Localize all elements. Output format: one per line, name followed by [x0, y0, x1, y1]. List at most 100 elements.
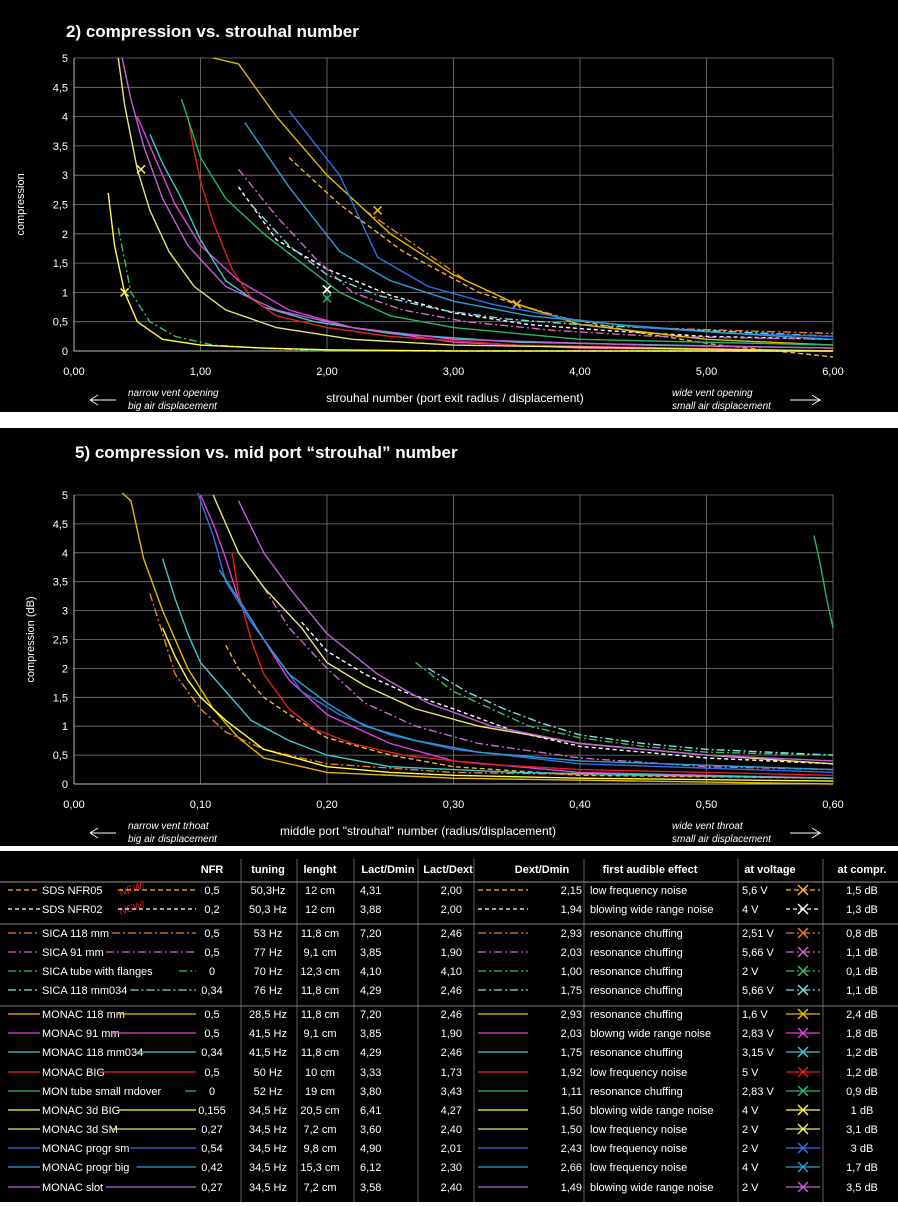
- y-axis-label: compression: [15, 173, 27, 235]
- cell-lact_dext: 1,73: [441, 1067, 462, 1079]
- cell-compr: 0,8 dB: [846, 928, 878, 940]
- x-axis-label: middle port "strouhal" number (radius/di…: [280, 824, 556, 838]
- x-tick-label: 0,20: [316, 799, 337, 811]
- series-line: [364, 209, 834, 335]
- cell-voltage: 1,6 V: [742, 1009, 768, 1021]
- chart-2: 0 0,5 1 1,5 2 2,5 3 3,5 4 4,5 5 0,00 0,10 0,20 0,30 0,4…: [25, 490, 844, 845]
- table-row: MONAC 91 mm 0,5 41,5 Hz 9,1 cm 3,85 1,90 2,03 b…: [8, 1027, 878, 1040]
- cell-lact_dext: 2,01: [441, 1143, 462, 1155]
- cell-voltage: 4 V: [742, 1105, 759, 1117]
- cell-dext_dmin: 2,93: [561, 1009, 582, 1021]
- chart-title: 5) compression vs. mid port “strouhal” n…: [75, 443, 458, 462]
- cell-voltage: 5 V: [742, 1067, 759, 1079]
- cell-tuning: 41,5 Hz: [249, 1028, 287, 1040]
- cell-nfr: 0,54: [201, 1143, 222, 1155]
- cell-effect: low frequency noise: [590, 1067, 687, 1079]
- cell-length: 12 cm: [305, 904, 335, 916]
- cell-nfr: 0,42: [201, 1162, 222, 1174]
- cell-effect: low frequency noise: [590, 1143, 687, 1155]
- table-row: MONAC progr big 0,42 34,5 Hz 15,3 cm 6,12 2,3…: [8, 1161, 878, 1174]
- series-name: MONAC 91 mm: [42, 1028, 120, 1040]
- y-tick-label: 4,5: [53, 519, 68, 531]
- y-tick-label: 1: [62, 721, 68, 733]
- legend-marker-icon: [797, 1085, 809, 1097]
- y-tick-label: 4: [62, 112, 68, 124]
- series-line: [149, 133, 834, 349]
- y-tick-label: 0: [62, 346, 68, 358]
- chart-1: 0 0,5 1 1,5 2 2,5 3 3,5 4 4,5 5 0,00 1,00 2,00 3,00 4,0…: [15, 53, 844, 412]
- data-table: NFR tuning lenght Lact/Dmin Lact/Dext Dext/Dm…: [0, 851, 898, 1202]
- cell-tuning: 34,5 Hz: [249, 1162, 287, 1174]
- arrow-right-icon: [790, 394, 822, 406]
- chart-panel-1: 2) compression vs. strouhal number 0 0,5 1…: [0, 0, 898, 412]
- annotation-right: small air displacement: [672, 401, 772, 412]
- cell-voltage: 2,83 V: [742, 1028, 774, 1040]
- annotation-left: narrow vent opening: [128, 388, 219, 399]
- cell-tuning: 41,5 Hz: [249, 1047, 287, 1059]
- table-header: tuning: [251, 864, 285, 876]
- cell-tuning: 76 Hz: [254, 985, 283, 997]
- series-group: [107, 57, 834, 358]
- cell-compr: 1,5 dB: [846, 885, 878, 897]
- cell-nfr: 0,5: [204, 1009, 219, 1021]
- x-tick-label: 0,60: [822, 799, 843, 811]
- x-tick-label: 0,00: [63, 366, 84, 378]
- cell-nfr: 0,34: [201, 1047, 222, 1059]
- cell-lact_dext: 2,40: [441, 1182, 462, 1194]
- table-row: MONAC progr sm 0,54 34,5 Hz 9,8 cm 4,90 2,01 2…: [8, 1142, 874, 1155]
- series-name: MONAC 118 mm034: [42, 1047, 143, 1059]
- data-point-marker: [322, 293, 332, 303]
- legend-marker-icon: [797, 1181, 809, 1193]
- table-row: MONAC 3d SM 0,27 34,5 Hz 7,2 cm 3,60 2,40 1,50…: [8, 1123, 878, 1136]
- cell-lact_dext: 2,00: [441, 904, 462, 916]
- cell-nfr: 0,5: [204, 1067, 219, 1079]
- cell-length: 12,3 cm: [300, 966, 339, 978]
- data-point-marker: [136, 164, 146, 174]
- cell-voltage: 3,15 V: [742, 1047, 774, 1059]
- y-tick-label: 0,5: [53, 317, 68, 329]
- cell-dext_dmin: 1,50: [561, 1124, 582, 1136]
- cell-compr: 3 dB: [851, 1143, 874, 1155]
- cell-lact_dmin: 3,60: [360, 1124, 381, 1136]
- cell-voltage: 2,83 V: [742, 1086, 774, 1098]
- cell-effect: resonance chuffing: [590, 928, 683, 940]
- cell-length: 12 cm: [305, 885, 335, 897]
- cell-lact_dext: 2,00: [441, 885, 462, 897]
- cell-compr: 0,1 dB: [846, 966, 878, 978]
- cell-voltage: 4 V: [742, 1162, 759, 1174]
- table-header: first audible effect: [603, 864, 698, 876]
- cell-nfr: 0: [209, 966, 215, 978]
- series-line: [263, 587, 834, 771]
- cell-effect: low frequency noise: [590, 1162, 687, 1174]
- series-line: [121, 493, 834, 785]
- table-row: MONAC 3d BIG 0,155 34,5 Hz 20,5 cm 6,41 4,27 1…: [8, 1104, 873, 1117]
- series-name: MONAC 3d BIG: [42, 1105, 120, 1117]
- x-tick-label: 0,00: [63, 799, 84, 811]
- series-line: [107, 192, 833, 352]
- series-name: MONAC progr sm: [42, 1143, 129, 1155]
- cell-lact_dmin: 4,10: [360, 966, 381, 978]
- cell-length: 9,1 cm: [303, 1028, 336, 1040]
- cell-effect: blowing wide range noise: [590, 1105, 714, 1117]
- annotation-right: small air displacement: [672, 834, 772, 845]
- arrow-left-icon: [89, 827, 116, 839]
- cell-compr: 1,1 dB: [846, 947, 878, 959]
- cell-tuning: 34,5 Hz: [249, 1105, 287, 1117]
- cell-nfr: 0,5: [204, 947, 219, 959]
- cell-effect: resonance chuffing: [590, 1009, 683, 1021]
- y-tick-label: 2: [62, 229, 68, 241]
- series-name: MONAC 118 mm: [42, 1009, 125, 1021]
- data-point-marker: [322, 284, 332, 295]
- cell-length: 20,5 cm: [300, 1105, 339, 1117]
- y-tick-label: 4,5: [53, 82, 68, 94]
- series-line: [237, 500, 834, 762]
- cell-nfr: 0,5: [204, 928, 219, 940]
- cell-dext_dmin: 1,11: [561, 1086, 582, 1098]
- series-group: [121, 493, 834, 785]
- cell-lact_dext: 1,90: [441, 1028, 462, 1040]
- cell-compr: 1,2 dB: [846, 1047, 878, 1059]
- cell-dext_dmin: 2,03: [561, 1028, 582, 1040]
- cell-nfr: 0,5: [204, 885, 219, 897]
- cell-tuning: 28,5 Hz: [249, 1009, 287, 1021]
- y-tick-label: 5: [62, 490, 68, 502]
